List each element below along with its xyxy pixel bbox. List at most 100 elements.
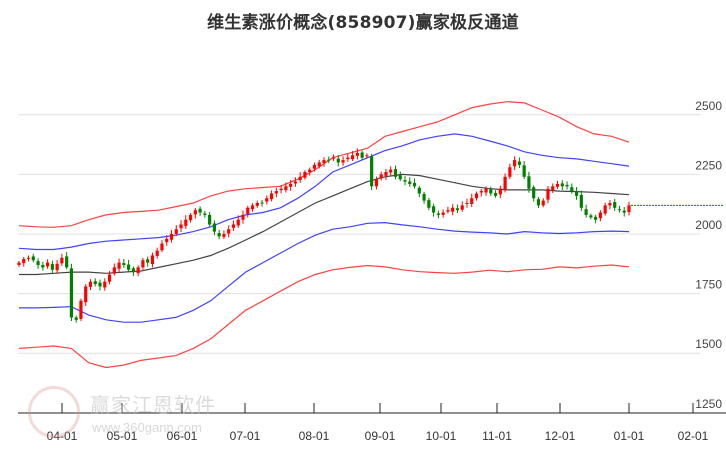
candle-body [579, 194, 583, 208]
candle-body [551, 186, 555, 191]
candle [560, 180, 564, 191]
candle-body [484, 188, 488, 193]
candle [241, 210, 245, 224]
candle-body [365, 155, 369, 157]
candle-body [274, 191, 278, 194]
candle [93, 278, 97, 287]
candle-body [570, 187, 574, 192]
candle-body [74, 317, 78, 320]
candle [236, 215, 240, 228]
candle-body [508, 167, 512, 177]
candle [603, 202, 607, 216]
candle [498, 185, 502, 199]
candlesticks [17, 148, 631, 323]
candle-body [60, 257, 64, 264]
candle-body [436, 213, 440, 215]
candle [312, 162, 317, 172]
candle [127, 259, 131, 272]
candle [441, 209, 445, 218]
candle [355, 148, 359, 160]
candle [322, 157, 326, 167]
candle [417, 185, 421, 198]
candle-body [160, 243, 164, 251]
candle-body [269, 193, 274, 200]
x-tick-label: 10-01 [426, 429, 457, 443]
candle-body [22, 259, 26, 264]
candle-body [298, 176, 302, 181]
candle [408, 177, 412, 187]
candle-body [327, 159, 331, 161]
candle [217, 229, 221, 240]
candle-body [255, 203, 259, 206]
candle [532, 185, 536, 202]
candle-body [451, 207, 455, 212]
candle [36, 258, 40, 269]
candle-body [322, 160, 326, 163]
candle [422, 191, 426, 204]
candle-body [45, 262, 50, 267]
candle [379, 171, 383, 181]
candle-body [493, 192, 498, 196]
candle-body [536, 199, 541, 206]
candle [613, 198, 617, 211]
candle [174, 225, 178, 237]
watermark-logo-icon [28, 386, 80, 438]
candle-body [336, 158, 340, 163]
candle [365, 153, 369, 159]
candle [45, 259, 50, 269]
x-tick-label: 08-01 [299, 429, 330, 443]
candle [55, 259, 59, 274]
x-tick-label: 12-01 [545, 429, 576, 443]
candle-body [465, 203, 469, 205]
candle [279, 185, 283, 194]
candle-body [532, 187, 536, 199]
x-tick-label: 06-01 [167, 429, 198, 443]
candle [198, 206, 202, 216]
candle-body [17, 262, 21, 265]
candle-body [403, 180, 407, 182]
candle-body [541, 200, 545, 206]
candle [65, 252, 69, 270]
candle-body [117, 262, 121, 269]
candle [155, 247, 159, 259]
candle [465, 198, 469, 208]
candle [403, 176, 407, 186]
candle [26, 255, 31, 262]
candle-body [231, 224, 236, 228]
y-tick-label: 2250 [695, 158, 722, 172]
candle [598, 210, 603, 222]
candle-body [470, 198, 474, 204]
candle [146, 256, 150, 267]
candle [336, 155, 340, 167]
candle [360, 150, 364, 161]
candle-body [584, 209, 588, 215]
candle-body [236, 219, 240, 226]
candle-body [589, 215, 593, 218]
candle-body [150, 255, 155, 265]
candle-body [555, 183, 560, 187]
x-tick-label: 09-01 [365, 429, 396, 443]
candle-body [208, 214, 212, 225]
candle [31, 253, 35, 263]
candle-body [598, 212, 603, 219]
candle [193, 208, 197, 219]
candle [346, 153, 350, 162]
candle-body [93, 281, 97, 285]
candle-body [131, 268, 135, 273]
candle [41, 261, 45, 271]
candle [412, 178, 417, 189]
candle-body [136, 267, 140, 274]
candle-body [565, 184, 569, 187]
candle [107, 270, 112, 285]
candle-body [36, 261, 40, 265]
candle [393, 165, 398, 180]
x-tick-label: 11-01 [482, 429, 512, 443]
candle-body [522, 165, 526, 177]
candle [579, 190, 583, 212]
candle-body [112, 267, 116, 274]
candle [460, 201, 464, 212]
candle [79, 298, 83, 322]
candle [69, 263, 74, 322]
candle-body [250, 205, 255, 210]
